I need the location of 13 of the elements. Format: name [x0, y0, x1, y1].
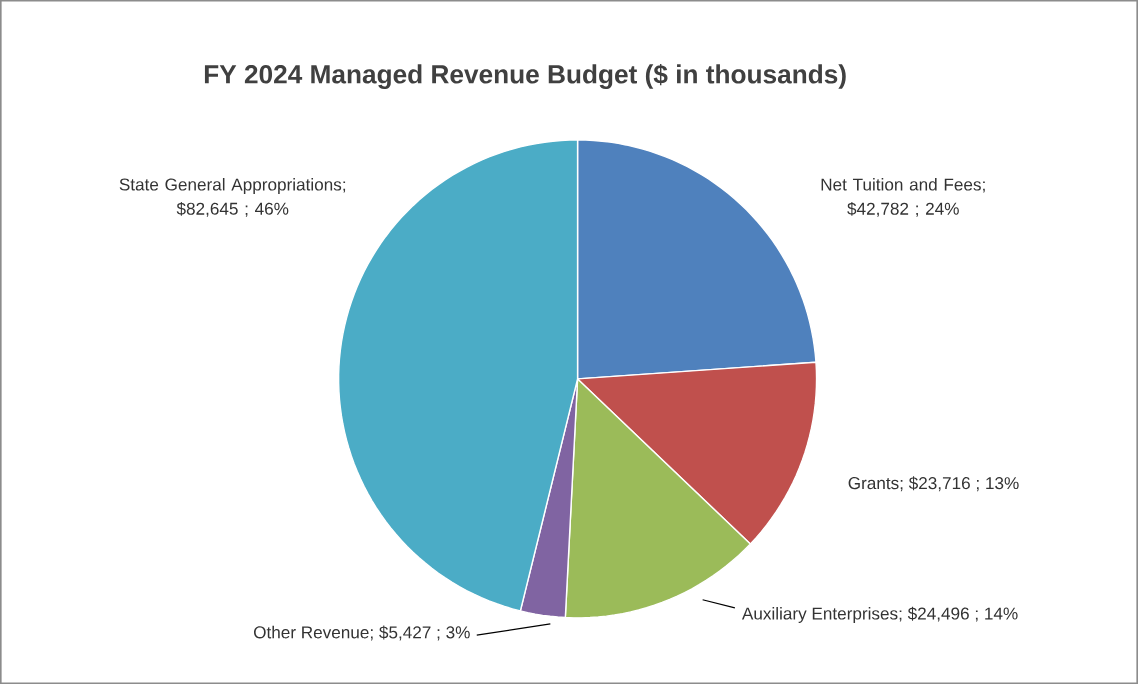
text: ; [983, 181, 985, 193]
data-label: ; $24,496 ; 14% [899, 606, 1018, 622]
data-label: ; $23,716 ; 13% [900, 476, 1019, 492]
slice-label: Grants [848, 476, 899, 490]
slice-label: State General Appropriations [119, 177, 342, 194]
data-label: ; $5,427 ; 3% [370, 625, 470, 641]
text: ; [343, 181, 346, 193]
text: $42,782 ; 24% [847, 201, 959, 217]
text: $82,645 ; 46% [176, 201, 289, 217]
slice-label: Net Tuition and Fees [821, 177, 981, 191]
chart-title: FY 2024 Managed Revenue Budget ($ in thousands) [204, 63, 846, 89]
slice-label: Auxiliary Enterprises [741, 606, 898, 623]
slice-label: Other Revenue [253, 625, 369, 639]
